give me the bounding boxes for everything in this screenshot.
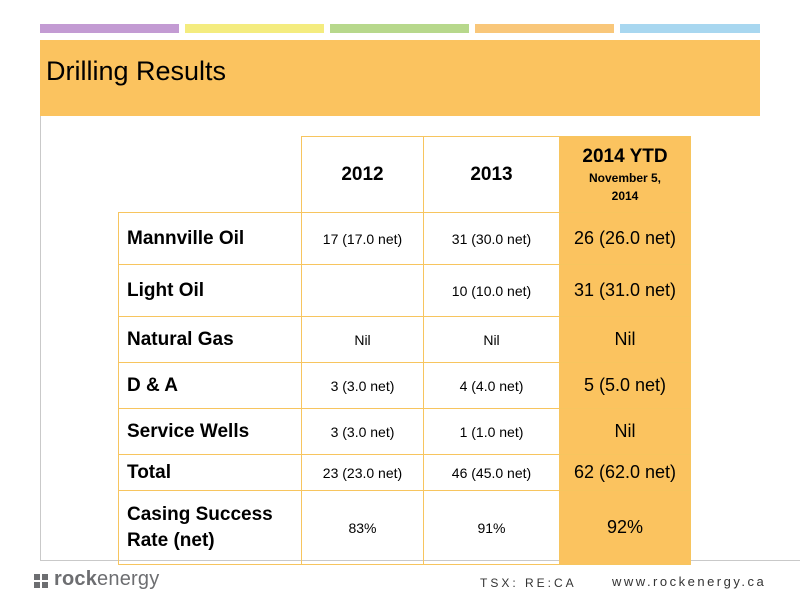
table-row: D & A 3 (3.0 net) 4 (4.0 net) 5 (5.0 net…	[118, 362, 691, 409]
cell-2013: 10 (10.0 net)	[423, 264, 560, 317]
cell-2014: 31 (31.0 net)	[559, 264, 691, 317]
stripe-purple	[40, 24, 179, 33]
stripe-green	[330, 24, 469, 33]
cell-2014: Nil	[559, 316, 691, 363]
stripe-blue	[620, 24, 760, 33]
cell-2014: Nil	[559, 408, 691, 455]
header-2013: 2013	[423, 136, 560, 213]
cell-2014: 5 (5.0 net)	[559, 362, 691, 409]
cell-2012: 23 (23.0 net)	[301, 454, 424, 491]
row-label: Light Oil	[118, 264, 302, 317]
cell-2012: 3 (3.0 net)	[301, 362, 424, 409]
logo-text-rock: rock	[54, 568, 98, 590]
header-2014-ytd: 2014 YTD November 5, 2014	[559, 136, 691, 213]
table-row: Natural Gas Nil Nil Nil	[118, 316, 691, 363]
row-label-line2: Rate (net)	[127, 529, 215, 551]
cell-2014: 26 (26.0 net)	[559, 212, 691, 265]
cell-2013: 1 (1.0 net)	[423, 408, 560, 455]
frame-left-line	[40, 116, 41, 560]
logo-text: rockenergy	[54, 568, 159, 591]
cell-2012: 17 (17.0 net)	[301, 212, 424, 265]
stripe-orange	[475, 24, 614, 33]
row-label-line1: Casing Success	[127, 503, 273, 525]
cell-2013: 31 (30.0 net)	[423, 212, 560, 265]
cell-2012	[301, 264, 424, 317]
row-label: D & A	[118, 362, 302, 409]
slide-title: Drilling Results	[46, 56, 227, 86]
logo-squares-icon	[34, 574, 48, 588]
row-label: Mannville Oil	[118, 212, 302, 265]
cell-2013: 91%	[423, 490, 560, 565]
cell-2012: Nil	[301, 316, 424, 363]
cell-2012: 3 (3.0 net)	[301, 408, 424, 455]
cell-2013: Nil	[423, 316, 560, 363]
table-row: Total 23 (23.0 net) 46 (45.0 net) 62 (62…	[118, 454, 691, 491]
header-2014-label: 2014 YTD	[582, 145, 668, 167]
cell-2014: 92%	[559, 490, 691, 565]
table-row: Light Oil 10 (10.0 net) 31 (31.0 net)	[118, 264, 691, 317]
title-band	[40, 40, 760, 116]
cell-2012: 83%	[301, 490, 424, 565]
logo-text-energy: energy	[97, 568, 160, 590]
drilling-results-table: 2012 2013 2014 YTD November 5, 2014 Mann…	[118, 136, 691, 565]
table-row: Service Wells 3 (3.0 net) 1 (1.0 net) Ni…	[118, 408, 691, 455]
cell-2013: 4 (4.0 net)	[423, 362, 560, 409]
table-header-row: 2012 2013 2014 YTD November 5, 2014	[119, 136, 691, 213]
row-label: Total	[118, 454, 302, 491]
footer-ticker: TSX: RE:CA	[480, 576, 577, 590]
footer-website-link[interactable]: www.rockenergy.ca	[612, 574, 767, 589]
cell-2013: 46 (45.0 net)	[423, 454, 560, 491]
row-label: Natural Gas	[118, 316, 302, 363]
stripe-yellow	[185, 24, 324, 33]
header-2014-date: November 5,	[588, 170, 662, 185]
header-2014-year: 2014	[611, 188, 639, 203]
cell-2014: 62 (62.0 net)	[559, 454, 691, 491]
header-corner	[119, 137, 302, 213]
table-row: Mannville Oil 17 (17.0 net) 31 (30.0 net…	[118, 212, 691, 265]
table-row: Casing Success Rate (net) 83% 91% 92%	[118, 490, 691, 565]
row-label: Casing Success Rate (net)	[118, 490, 302, 565]
row-label: Service Wells	[118, 408, 302, 455]
header-2012: 2012	[301, 136, 424, 213]
